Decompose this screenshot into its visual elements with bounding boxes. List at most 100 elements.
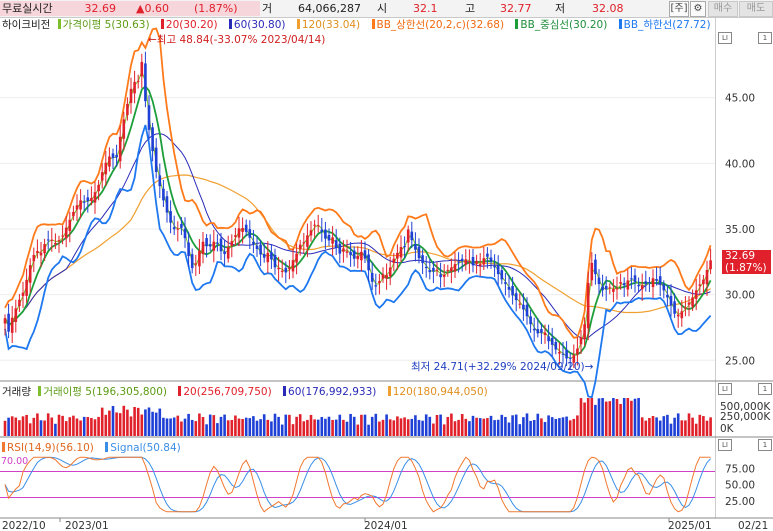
candle-body <box>658 276 662 285</box>
settings-icon[interactable]: ⚙ <box>690 1 706 17</box>
low-value: 32.08 <box>592 2 624 15</box>
candle-body <box>406 229 410 243</box>
volume-bar <box>349 414 352 436</box>
volume-bar <box>360 414 363 436</box>
volume-bar <box>417 419 421 436</box>
candle-body <box>165 196 169 213</box>
volume-bar <box>241 419 244 436</box>
volume-bar <box>75 418 79 436</box>
candle-body <box>352 250 356 259</box>
candle-body <box>284 267 288 273</box>
candle-body <box>57 240 61 242</box>
volume-bar <box>187 413 190 436</box>
candle-body <box>666 294 669 298</box>
volume-bar <box>136 407 140 436</box>
volume-bar <box>626 398 630 436</box>
volume-bar <box>237 418 241 436</box>
rsi-pane-toggle-icon[interactable]: 1 <box>758 439 772 451</box>
candle-body <box>421 255 424 264</box>
candle-body <box>90 197 93 201</box>
candle-body <box>172 227 176 230</box>
volume-bar <box>392 420 396 436</box>
volume-bar <box>165 418 169 436</box>
volume-bar <box>396 416 399 436</box>
candle-body <box>338 243 342 254</box>
candle-body <box>561 353 565 355</box>
price-legend: 하이크비전 가격이평 5(30.63) 20(30.20) 60(30.80) … <box>2 18 719 32</box>
volume-bar <box>493 420 496 436</box>
candle-body <box>144 63 147 102</box>
volume-bar <box>428 416 432 436</box>
volume-bar <box>388 419 392 436</box>
volume-bar <box>644 420 648 436</box>
bb-upper-line <box>4 27 712 339</box>
candle-body <box>417 246 421 259</box>
buy-button[interactable]: 매수 <box>708 1 738 17</box>
candle-body <box>100 172 104 181</box>
price-pane-toggle-icon[interactable]: 1 <box>758 32 772 44</box>
candle-body <box>446 269 450 271</box>
volume-bar <box>68 417 72 436</box>
candle-body <box>133 81 136 94</box>
volume-bar <box>273 413 277 436</box>
volume-bar <box>410 418 414 436</box>
volume-bar <box>406 419 410 436</box>
volume-bar <box>10 416 14 436</box>
price-change: ▲0.60 <box>120 1 206 16</box>
candle-body <box>345 251 349 253</box>
candle-body <box>36 250 39 254</box>
candle-body <box>511 286 514 296</box>
low-annotation: 최저 24.71(+32.29% 2024/09/20)→ <box>411 361 594 373</box>
volume-bar <box>324 418 327 436</box>
volume-bar <box>554 418 558 436</box>
legend-bb-upper: BB_상한선(20,2,c)(32.68) <box>376 19 505 31</box>
volume-pane-scale-icon[interactable]: LI <box>718 383 732 395</box>
volume-bar <box>288 414 291 436</box>
rsi-pane-scale-icon[interactable]: LI <box>718 439 732 451</box>
volume-bar <box>230 420 234 436</box>
candle-body <box>410 231 414 241</box>
volume-bar <box>21 416 25 436</box>
candle-body <box>18 299 21 307</box>
price-tick-label: 40.00 <box>725 158 755 170</box>
volume-bar <box>568 420 572 436</box>
volume-bar <box>266 419 270 436</box>
legend-ma20: 20(30.20) <box>165 19 218 31</box>
candle-body <box>414 244 417 250</box>
volume-bar <box>252 416 255 436</box>
candle-body <box>39 252 43 256</box>
candle-body <box>50 239 54 241</box>
candle-body <box>331 237 334 244</box>
legend-vol-ma20: 20(256,709,750) <box>183 386 272 398</box>
signal-line <box>4 456 711 513</box>
volume-bar <box>486 418 489 436</box>
volume-bar <box>622 398 626 436</box>
candle-body <box>468 261 471 263</box>
candle-body <box>205 238 208 247</box>
candle-body <box>216 242 219 244</box>
volume-pane-toggle-icon[interactable]: 1 <box>758 383 772 395</box>
volume-bar <box>514 414 518 436</box>
y-axis-divider <box>715 18 716 518</box>
volume-bar <box>590 398 594 436</box>
ma60-line <box>4 133 711 340</box>
stock-type-button[interactable]: [주] <box>669 1 689 17</box>
candle-body <box>547 336 550 342</box>
candle-body <box>129 88 133 104</box>
price-pane-scale-icon[interactable]: LI <box>718 32 732 44</box>
candle-body <box>648 282 651 284</box>
candle-body <box>334 240 338 248</box>
volume-bar <box>572 418 576 436</box>
candle-body <box>676 314 680 317</box>
volume-bar <box>403 417 406 436</box>
rsi-tick-label: 75.00 <box>725 463 755 475</box>
volume-bar <box>7 417 10 436</box>
volume-bar <box>633 398 637 436</box>
candle-body <box>388 267 392 277</box>
volume-bar <box>176 415 180 436</box>
volume-bar <box>133 406 136 436</box>
candle-body <box>500 270 504 280</box>
candle-body <box>244 224 248 232</box>
date-label: 2023/01 <box>65 520 109 531</box>
